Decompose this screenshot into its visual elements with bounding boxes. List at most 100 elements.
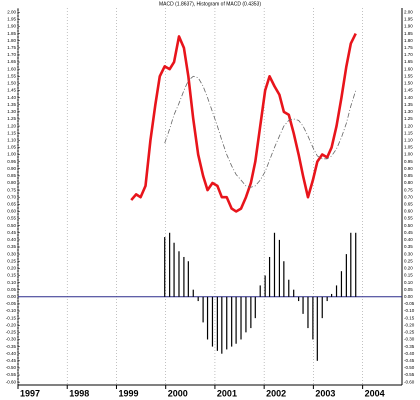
y-tick-label: 1.65 — [7, 59, 16, 64]
y-tick-label: 0.20 — [7, 266, 16, 271]
y-tick-label-right: 0.95 — [404, 159, 413, 164]
y-tick-label-right: 1.65 — [404, 59, 413, 64]
y-tick-label-right: 1.45 — [404, 88, 413, 93]
y-tick-label-right: 0.05 — [404, 287, 413, 292]
y-tick-label-right: 0.25 — [404, 258, 413, 263]
y-tick-label-right: 0.20 — [404, 266, 413, 271]
y-tick-label: 0.25 — [7, 258, 16, 263]
y-tick-label: 0.30 — [7, 251, 16, 256]
y-tick-label-right: 0.35 — [404, 244, 413, 249]
y-tick-label-right: 1.35 — [404, 102, 413, 107]
y-tick-label-right: -0.10 — [404, 308, 415, 313]
y-tick-label-right: 1.55 — [404, 73, 413, 78]
y-tick-label: 1.60 — [7, 66, 16, 71]
y-tick-label-right: 1.05 — [404, 145, 413, 150]
y-tick-label: 1.05 — [7, 145, 16, 150]
y-tick-label: 0.50 — [7, 223, 16, 228]
y-tick-label-right: -0.50 — [404, 365, 415, 370]
y-tick-label: 0.45 — [7, 230, 16, 235]
y-tick-label: -0.10 — [6, 308, 17, 313]
y-tick-label-right: 1.15 — [404, 130, 413, 135]
x-tick-label: 1997 — [20, 388, 40, 398]
y-tick-label: 0.35 — [7, 244, 16, 249]
y-tick-label: 0.40 — [7, 237, 16, 242]
series-line — [130, 33, 357, 213]
y-tick-label: 0.10 — [7, 280, 16, 285]
y-tick-label-right: 2.00 — [404, 9, 413, 14]
y-tick-label-right: 1.00 — [404, 152, 413, 157]
y-tick-label-right: 1.80 — [404, 38, 413, 43]
y-tick-label-right: 1.20 — [404, 123, 413, 128]
y-tick-label: 1.55 — [7, 73, 16, 78]
y-tick-label: 1.30 — [7, 109, 16, 114]
y-tick-label: -0.30 — [6, 337, 17, 342]
y-tick-label-right: -0.15 — [404, 315, 415, 320]
x-tick-label: 2004 — [365, 388, 385, 398]
y-tick-label-right: -0.20 — [404, 322, 415, 327]
y-tick-label-right: -0.30 — [404, 337, 415, 342]
y-tick-label: 0.70 — [7, 194, 16, 199]
x-tick-label: 2001 — [217, 388, 237, 398]
x-tick-label: 2002 — [266, 388, 286, 398]
y-tick-label: 0.55 — [7, 216, 16, 221]
y-tick-label: 1.50 — [7, 81, 16, 86]
y-tick-label: 1.70 — [7, 52, 16, 57]
y-tick-label-right: -0.35 — [404, 344, 415, 349]
y-tick-label: -0.45 — [6, 358, 17, 363]
y-tick-label-right: 0.85 — [404, 173, 413, 178]
y-tick-label: 0.95 — [7, 159, 16, 164]
y-tick-label: 1.10 — [7, 137, 16, 142]
y-tick-label-right: 0.40 — [404, 237, 413, 242]
y-tick-label-right: 1.85 — [404, 31, 413, 36]
y-tick-label-right: 0.80 — [404, 180, 413, 185]
y-tick-label: -0.25 — [6, 330, 17, 335]
y-tick-label: 1.40 — [7, 95, 16, 100]
y-tick-label: -0.35 — [6, 344, 17, 349]
y-tick-label: 0.65 — [7, 202, 16, 207]
y-tick-label-right: 1.10 — [404, 137, 413, 142]
y-tick-label-right: 1.60 — [404, 66, 413, 71]
y-tick-label: 0.75 — [7, 187, 16, 192]
y-tick-label: -0.40 — [6, 351, 17, 356]
y-tick-label-right: -0.40 — [404, 351, 415, 356]
y-tick-label-right: 0.65 — [404, 202, 413, 207]
y-tick-label-right: 0.30 — [404, 251, 413, 256]
y-tick-label-right: 0.60 — [404, 209, 413, 214]
y-tick-label: 1.00 — [7, 152, 16, 157]
y-tick-label: 1.90 — [7, 24, 16, 29]
chart-title: MACD (1.8637), Histogram of MACD (0.4353… — [159, 1, 261, 7]
y-tick-label-right: 1.50 — [404, 81, 413, 86]
x-tick-label: 2003 — [315, 388, 335, 398]
y-tick-label-right: -0.55 — [404, 372, 415, 377]
y-tick-label-right: -0.45 — [404, 358, 415, 363]
y-tick-label-right: -0.05 — [404, 301, 415, 306]
y-tick-label: 0.60 — [7, 209, 16, 214]
y-tick-label-right: -0.25 — [404, 330, 415, 335]
y-tick-label-right: 1.30 — [404, 109, 413, 114]
y-tick-label-right: 0.75 — [404, 187, 413, 192]
y-tick-label-right: 1.90 — [404, 24, 413, 29]
y-tick-label: -0.20 — [6, 322, 17, 327]
y-tick-label-right: 1.40 — [404, 95, 413, 100]
y-tick-label-right: 1.25 — [404, 116, 413, 121]
y-tick-label: 0.15 — [7, 273, 16, 278]
y-tick-label: -0.55 — [6, 372, 17, 377]
x-tick-label: 1999 — [118, 388, 138, 398]
y-tick-label-right: -0.60 — [404, 379, 415, 384]
y-tick-label: 1.15 — [7, 130, 16, 135]
y-tick-label: 1.20 — [7, 123, 16, 128]
y-tick-label: -0.05 — [6, 301, 17, 306]
y-tick-label-right: 0.10 — [404, 280, 413, 285]
x-tick-label: 1998 — [69, 388, 89, 398]
y-tick-label: 1.85 — [7, 31, 16, 36]
y-tick-label: 1.45 — [7, 88, 16, 93]
y-tick-label: -0.60 — [6, 379, 17, 384]
y-tick-label-right: 0.45 — [404, 230, 413, 235]
y-tick-label: 0.80 — [7, 180, 16, 185]
y-tick-label-right: 1.75 — [404, 45, 413, 50]
y-tick-label: 1.35 — [7, 102, 16, 107]
y-tick-label: 1.25 — [7, 116, 16, 121]
y-tick-label-right: 0.00 — [404, 294, 413, 299]
